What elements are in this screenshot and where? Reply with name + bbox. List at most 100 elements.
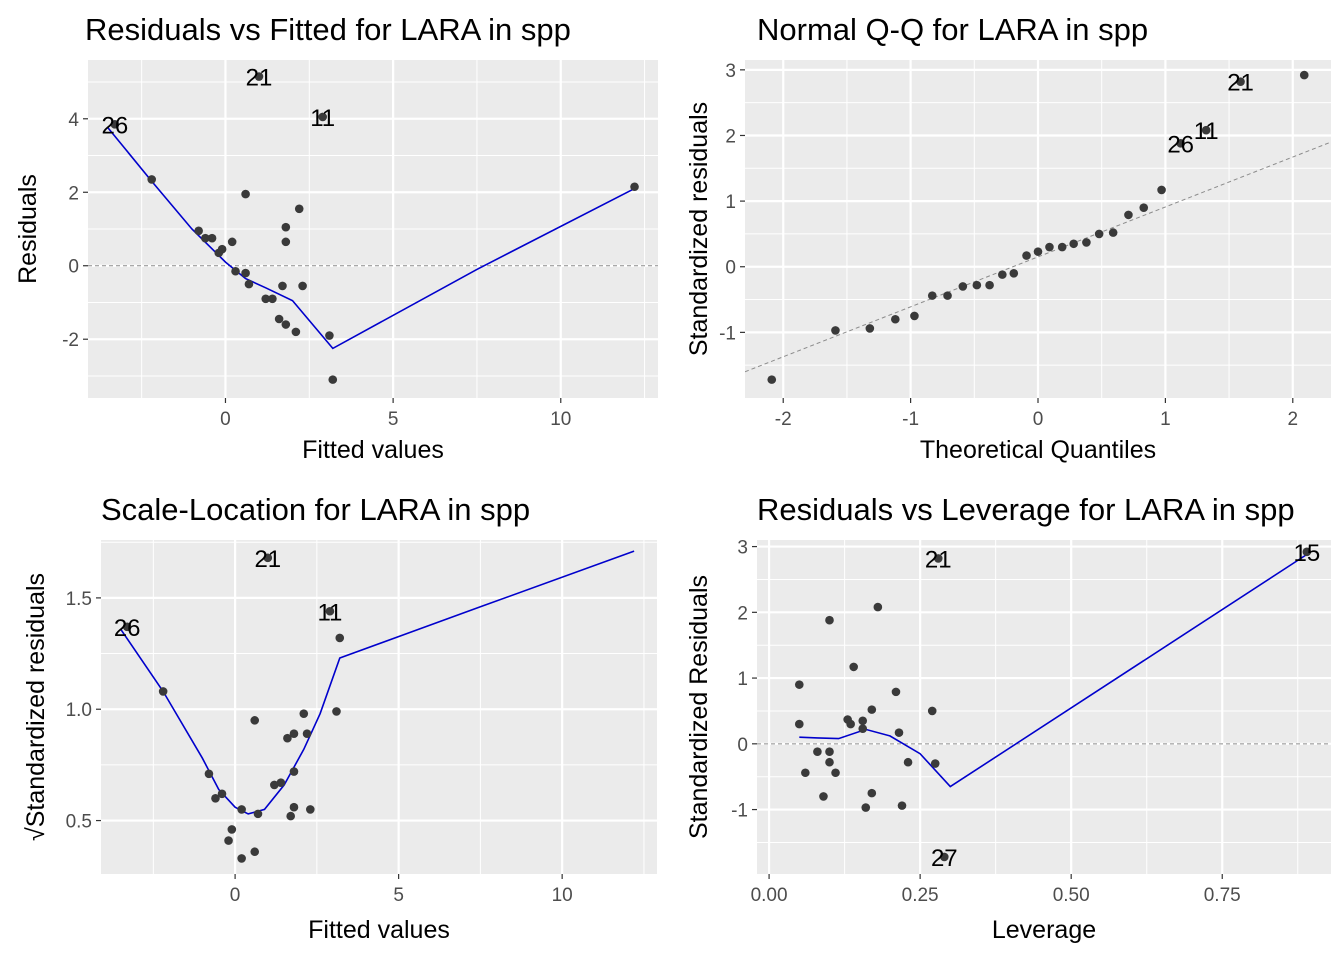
x-tick-label: 2	[1287, 409, 1298, 430]
data-point	[1299, 70, 1309, 80]
data-point	[241, 268, 250, 278]
data-point	[858, 716, 868, 726]
point-label: 26	[101, 112, 128, 139]
data-point	[268, 294, 277, 304]
data-point	[891, 687, 901, 697]
data-point	[217, 789, 227, 799]
data-point	[278, 281, 287, 291]
data-point	[276, 778, 286, 788]
plot-sl: 21 11 26 0 5 10 0.5 1.0 1.5 Scale-Location for LA…	[22, 492, 657, 944]
point-label: 26	[114, 615, 141, 642]
data-point	[867, 705, 877, 714]
data-point	[825, 747, 834, 757]
y-axis-label: Standardized Residuals	[685, 575, 713, 839]
data-point	[1302, 547, 1312, 557]
data-point	[1236, 77, 1245, 86]
data-point	[794, 719, 804, 729]
chart-title: Residuals vs Leverage for LARA in spp	[757, 492, 1295, 527]
gridlines	[745, 60, 1331, 398]
x-tick-label: 0	[220, 409, 231, 430]
smooth-line	[119, 550, 635, 815]
data-point	[122, 622, 132, 632]
y-tick-label: -2	[62, 330, 79, 351]
smooth-line	[799, 553, 1308, 788]
data-point	[1009, 269, 1019, 278]
y-axis-label: Standardized residuals	[685, 102, 713, 356]
data-point	[281, 222, 291, 232]
data-point	[211, 793, 220, 803]
x-axis-label: Leverage	[992, 916, 1096, 944]
y-tick-label: 0.5	[66, 812, 92, 833]
data-point	[927, 291, 937, 300]
data-point	[873, 602, 883, 612]
y-tick-label: 3	[725, 61, 736, 82]
data-point	[325, 331, 334, 340]
data-point	[335, 633, 345, 643]
data-point	[325, 606, 335, 616]
data-point	[237, 854, 246, 863]
data-point	[250, 716, 260, 725]
chart-title: Residuals vs Fitted for LARA in spp	[85, 12, 571, 47]
point-label: 11	[317, 599, 342, 626]
data-point	[147, 175, 157, 184]
data-point	[302, 729, 312, 739]
data-point	[263, 553, 273, 563]
data-point	[207, 233, 217, 243]
data-point	[241, 189, 250, 199]
data-point	[328, 375, 338, 384]
data-point	[910, 311, 919, 321]
y-tick-label: 0	[68, 257, 79, 278]
point-label: 11	[310, 105, 335, 132]
y-tick-label: 0	[737, 735, 748, 756]
data-point	[227, 825, 237, 834]
gridlines	[101, 540, 657, 874]
data-point	[813, 747, 822, 757]
x-axis-label: Fitted values	[308, 916, 450, 944]
point-label: 21	[1227, 70, 1254, 97]
data-point	[294, 204, 304, 214]
point-label: 27	[931, 845, 958, 872]
point-label: 26	[1167, 131, 1194, 158]
data-point	[891, 314, 900, 324]
data-point	[940, 852, 949, 862]
y-tick-label: 1	[725, 192, 736, 213]
data-point	[897, 801, 907, 810]
data-point	[261, 294, 271, 304]
data-point	[930, 759, 940, 768]
data-point	[927, 706, 937, 716]
data-point	[794, 680, 804, 689]
chart-title: Scale-Location for LARA in spp	[101, 492, 530, 527]
data-point	[998, 270, 1007, 279]
y-tick-label: 1	[737, 669, 748, 690]
data-point	[767, 375, 777, 384]
data-point	[194, 226, 203, 236]
y-tick-label: -1	[731, 801, 748, 822]
data-point	[831, 326, 840, 335]
gridlines	[88, 60, 658, 398]
x-tick-label: 0.25	[902, 885, 939, 906]
data-point	[224, 836, 233, 845]
y-tick-label: 2	[725, 126, 736, 147]
data-point	[846, 719, 855, 729]
data-point	[630, 182, 639, 192]
data-point	[253, 809, 263, 819]
data-point	[1069, 239, 1078, 249]
data-point	[274, 314, 284, 324]
plot-rvf: 21 11 26 0 5 10 -2 0 2 4 Residuals vs Fitted for L…	[14, 12, 658, 464]
data-point	[110, 119, 120, 129]
data-point	[1124, 210, 1133, 220]
data-point	[861, 803, 871, 812]
y-axis-label: Residuals	[14, 174, 42, 284]
data-point	[299, 709, 309, 718]
data-point	[1022, 251, 1031, 260]
plot-rvl: 15 21 27 0.00 0.25 0.50 0.75 -1 0 1 2 3 Residuals vs…	[685, 492, 1331, 944]
data-point	[158, 687, 168, 696]
y-tick-label: 2	[737, 603, 748, 624]
data-point	[306, 805, 315, 814]
data-point	[933, 554, 943, 563]
chart-title: Normal Q-Q for LARA in spp	[757, 12, 1148, 47]
x-tick-label: 10	[550, 409, 571, 430]
point-label: 21	[246, 65, 273, 92]
data-point	[318, 112, 328, 122]
